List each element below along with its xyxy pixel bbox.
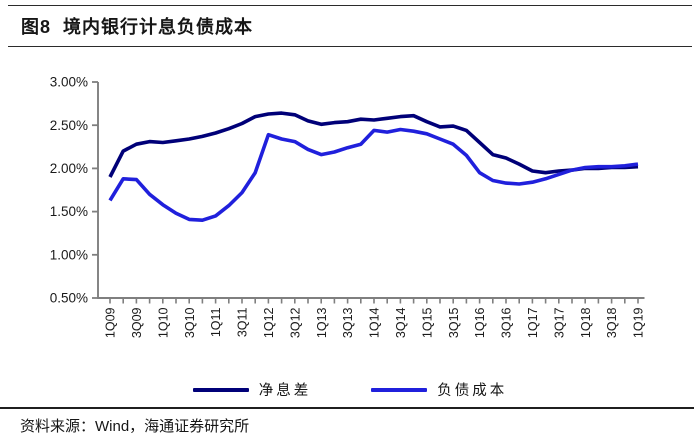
x-tick-label: 1Q19 xyxy=(632,307,646,338)
x-tick-label: 3Q11 xyxy=(236,307,250,337)
y-tick-label: 1.00% xyxy=(50,247,88,262)
x-tick-label: 1Q16 xyxy=(473,307,487,338)
x-tick-label: 3Q13 xyxy=(341,307,355,338)
x-tick-label: 3Q10 xyxy=(183,307,197,338)
x-tick-label: 1Q17 xyxy=(526,307,540,338)
x-tick-label: 3Q14 xyxy=(394,307,408,338)
y-tick-label: 2.00% xyxy=(50,161,88,176)
x-tick-label: 1Q09 xyxy=(104,307,118,338)
title-bottom-rule xyxy=(8,46,692,47)
chart-legend: 净息差 负债成本 xyxy=(0,379,700,400)
net-interest-margin-line xyxy=(108,111,639,178)
nim-line-swatch xyxy=(192,387,249,392)
x-tick-label: 1Q14 xyxy=(368,307,382,338)
legend-item-nim: 净息差 xyxy=(192,379,312,400)
y-tick-label: 2.50% xyxy=(50,118,88,133)
liability-cost-line xyxy=(108,127,639,222)
y-axis-labels: 3.00% 2.50% 2.00% 1.50% 1.00% 0.50% xyxy=(50,75,98,306)
source-note: 资料来源：Wind，海通证券研究所 xyxy=(20,418,250,435)
x-tick-label: 1Q13 xyxy=(315,307,329,338)
x-tick-label: 3Q15 xyxy=(447,307,461,338)
chart: 3.00%2.50%2.00%1.50%1.00%0.50%1Q09 3Q09 1Q… xyxy=(50,75,646,338)
x-tick-label: 1Q12 xyxy=(262,307,276,338)
x-tick-label: 1Q11 xyxy=(209,307,223,337)
y-tick-label: 1.50% xyxy=(50,204,88,219)
figure-title: 图8 境内银行计息负债成本 xyxy=(21,17,254,37)
x-tick-label: 1Q10 xyxy=(156,307,170,338)
x-tick-label: 3Q16 xyxy=(500,307,514,338)
y-tick-label: 0.50% xyxy=(50,291,88,306)
x-axis-ticks xyxy=(109,298,639,304)
legend-item-cost: 负债成本 xyxy=(371,379,507,400)
x-tick-label: 3Q18 xyxy=(605,307,619,338)
x-tick-label: 3Q17 xyxy=(552,307,566,338)
x-tick-label: 1Q15 xyxy=(420,307,434,338)
x-tick-label: 3Q09 xyxy=(130,307,144,338)
title-top-rule xyxy=(8,5,692,6)
axis-lines xyxy=(97,82,645,299)
nim-legend-label: 净息差 xyxy=(258,383,312,399)
y-tick-label: 3.00% xyxy=(50,75,88,90)
x-tick-label: 3Q12 xyxy=(288,307,302,338)
cost-legend-label: 负债成本 xyxy=(437,383,508,399)
x-axis-labels: 1Q09 3Q09 1Q10 3Q10 1Q11 3Q11 1Q12 3Q12 1Q13 3Q13… xyxy=(104,307,646,338)
cost-line-swatch xyxy=(371,387,428,392)
x-tick-label: 1Q18 xyxy=(579,307,593,338)
footer-rule xyxy=(0,407,694,409)
